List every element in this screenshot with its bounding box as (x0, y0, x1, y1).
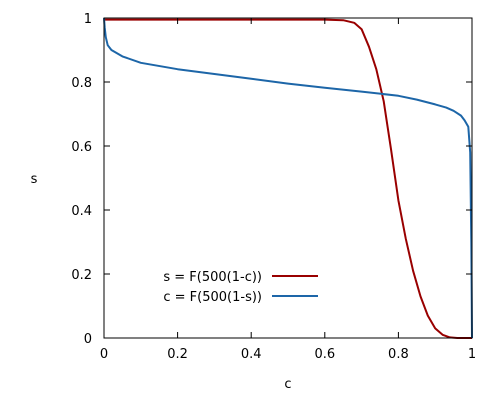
series-layer (103, 17, 473, 339)
x-tick-label: 0.2 (167, 347, 188, 362)
x-tick-label: 0.4 (241, 347, 262, 362)
legend-label: c = F(500(1-s)) (163, 290, 262, 305)
series-line-2 (103, 17, 473, 339)
y-tick-label: 1 (84, 12, 92, 27)
x-tick-label: 1 (468, 347, 476, 362)
y-tick-label: 0.4 (71, 204, 92, 219)
x-tick-label: 0 (100, 347, 108, 362)
series-line-1 (104, 18, 472, 339)
x-tick-label: 0.8 (388, 347, 409, 362)
tick-layer: 0 0.2 0.4 0.6 0.8 1 0 0.2 0.4 0.6 0.8 1 (71, 12, 476, 362)
plot-frame (103, 17, 473, 339)
x-axis-label: c (284, 377, 291, 392)
y-axis-label: s (31, 172, 38, 187)
y-tick-label: 0.2 (71, 268, 92, 283)
y-tick-label: 0.8 (71, 76, 92, 91)
y-tick-label: 0 (84, 332, 92, 347)
legend-label: s = F(500(1-c)) (163, 270, 262, 285)
legend: s = F(500(1-c)) c = F(500(1-s)) (163, 270, 318, 305)
x-tick-label: 0.6 (314, 347, 335, 362)
y-tick-label: 0.6 (71, 140, 92, 155)
